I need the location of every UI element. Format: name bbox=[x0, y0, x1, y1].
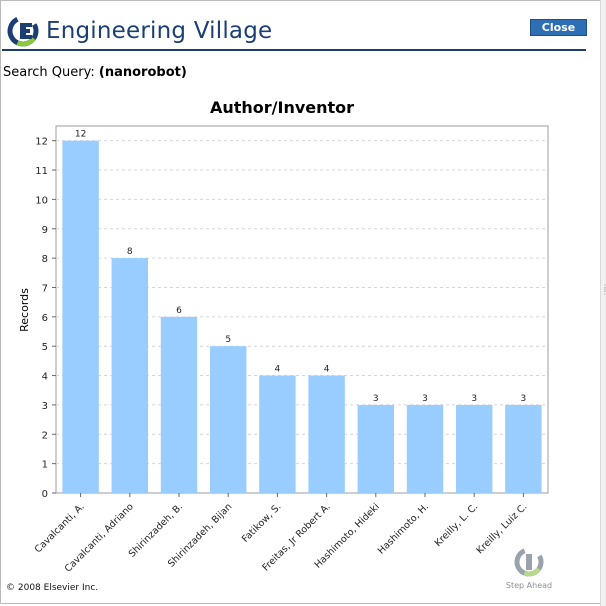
bar-value-label: 4 bbox=[275, 365, 281, 375]
x-tick-label: Fatikow, S. bbox=[240, 501, 284, 545]
bar-value-label: 4 bbox=[324, 365, 330, 375]
search-query-label: Search Query: bbox=[3, 65, 95, 80]
bar[interactable] bbox=[209, 346, 247, 493]
bar-value-label: 3 bbox=[471, 394, 477, 404]
step-ahead-text: Step Ahead bbox=[505, 581, 553, 590]
y-tick-label: 0 bbox=[42, 489, 48, 500]
y-tick-label: 11 bbox=[35, 166, 48, 177]
y-tick-label: 2 bbox=[42, 430, 48, 441]
y-tick-label: 12 bbox=[35, 137, 48, 148]
close-button[interactable]: Close bbox=[530, 19, 587, 36]
y-tick-label: 10 bbox=[35, 195, 48, 206]
copyright-text: © 2008 Elsevier Inc. bbox=[6, 583, 99, 593]
search-query-value: (nanorobot) bbox=[98, 65, 187, 80]
search-query: Search Query: (nanorobot) bbox=[3, 65, 187, 80]
step-ahead-logo: Step Ahead bbox=[503, 545, 555, 595]
x-tick-label: Hashimoto, H. bbox=[376, 501, 431, 556]
bar[interactable] bbox=[111, 258, 149, 493]
y-tick-label: 6 bbox=[42, 313, 48, 324]
logo-text: Engineering Village bbox=[46, 18, 273, 44]
bar[interactable] bbox=[259, 375, 296, 493]
resize-grip-icon[interactable]: ⋮ ⋮ bbox=[601, 283, 606, 296]
y-tick-label: 7 bbox=[42, 283, 48, 294]
y-tick-label: 8 bbox=[42, 254, 48, 265]
bar[interactable] bbox=[505, 404, 542, 493]
bar-value-label: 5 bbox=[225, 335, 231, 345]
window-resize-edge[interactable]: ⋮ ⋮ bbox=[600, 0, 606, 606]
engineering-village-logo: Engineering Village bbox=[6, 14, 272, 48]
y-tick-label: 5 bbox=[42, 342, 48, 353]
bar-value-label: 6 bbox=[176, 306, 182, 316]
y-tick-label: 3 bbox=[42, 401, 48, 412]
bar[interactable] bbox=[308, 375, 345, 493]
y-tick-label: 1 bbox=[42, 460, 48, 471]
bar[interactable] bbox=[406, 404, 444, 493]
x-tick-label: Cavalcanti, A. bbox=[33, 501, 87, 555]
bar[interactable] bbox=[62, 140, 99, 493]
y-tick-label: 4 bbox=[42, 372, 48, 383]
bar[interactable] bbox=[455, 404, 493, 493]
header-divider bbox=[2, 49, 586, 51]
chart-title: Author/Inventor bbox=[209, 98, 355, 117]
x-tick-label: Kreilly, L. C. bbox=[433, 501, 481, 549]
bar[interactable] bbox=[357, 404, 395, 493]
bar-value-label: 3 bbox=[373, 394, 379, 404]
bar[interactable] bbox=[160, 316, 198, 493]
x-axis: Cavalcanti, A.Cavalcanti, AdrianoShirinz… bbox=[33, 493, 530, 575]
bar-value-label: 3 bbox=[521, 394, 527, 404]
bars: 12 8 6 5 4 4 3 3 3 3 bbox=[62, 130, 542, 493]
y-axis-label: Records bbox=[18, 288, 31, 332]
y-tick-label: 9 bbox=[42, 225, 48, 236]
bar-value-label: 3 bbox=[422, 394, 428, 404]
step-ahead-icon bbox=[514, 547, 544, 577]
ev-logo-icon bbox=[7, 15, 39, 47]
bar-value-label: 12 bbox=[75, 130, 86, 140]
bar-value-label: 8 bbox=[127, 247, 133, 257]
